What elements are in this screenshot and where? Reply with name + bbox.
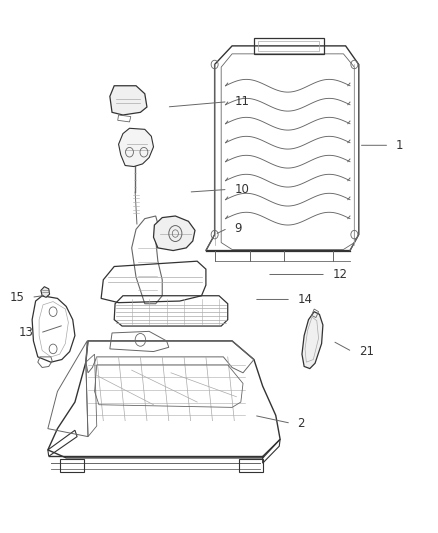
Polygon shape [41, 287, 49, 297]
Polygon shape [110, 86, 147, 115]
Text: 21: 21 [359, 345, 374, 358]
Text: 15: 15 [10, 291, 25, 304]
Text: 9: 9 [234, 222, 242, 235]
Bar [60, 459, 84, 472]
Text: 2: 2 [297, 417, 305, 430]
Polygon shape [153, 216, 195, 251]
Text: 14: 14 [297, 293, 313, 306]
Bar [239, 459, 263, 472]
Polygon shape [302, 312, 323, 368]
Polygon shape [119, 128, 153, 166]
Text: 13: 13 [18, 326, 33, 340]
Text: 10: 10 [234, 183, 249, 196]
Text: 11: 11 [234, 95, 249, 108]
Text: 12: 12 [332, 268, 347, 281]
Text: 1: 1 [396, 139, 403, 152]
